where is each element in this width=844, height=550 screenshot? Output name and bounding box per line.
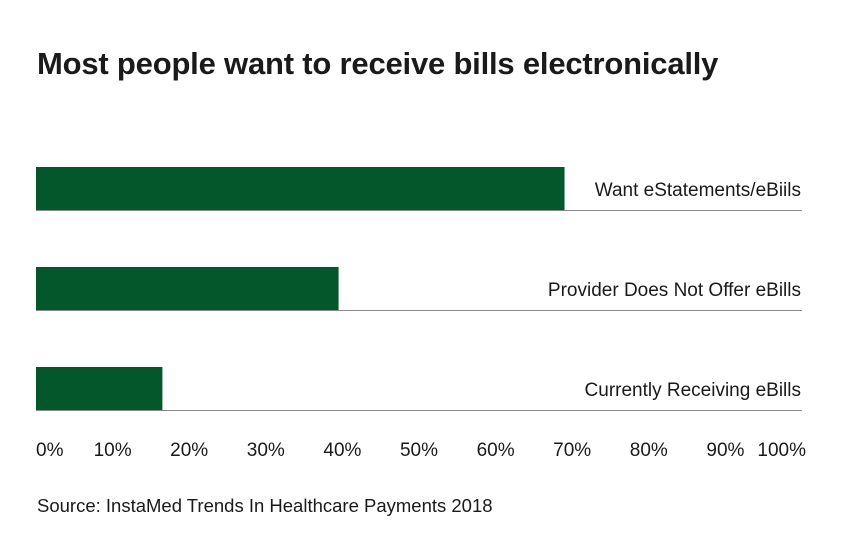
source-note: Source: InstaMed Trends In Healthcare Pa… [37, 495, 493, 516]
x-tick-label: 30% [247, 440, 285, 461]
x-tick-label: 100% [757, 440, 806, 461]
x-tick-label: 70% [553, 440, 591, 461]
bars-layer: Want eStatements/eBiils Provider Does Not… [36, 167, 802, 411]
x-tick-label: 80% [630, 440, 668, 461]
x-tick-label: 40% [323, 440, 361, 461]
category-label: Provider Does Not Offer eBills [548, 280, 801, 301]
x-tick-label: 50% [400, 440, 438, 461]
category-label: Currently Receiving eBills [585, 380, 801, 401]
x-axis-ticks: 0% 10% 20% 30% 40% 50% 60% 70% 80% 90% 100% [36, 440, 806, 461]
x-tick-label: 10% [94, 440, 132, 461]
x-tick-label: 60% [477, 440, 515, 461]
bar-1 [36, 167, 565, 210]
bar-3 [36, 367, 163, 410]
chart-title: Most people want to receive bills electr… [37, 46, 719, 81]
x-tick-label: 0% [36, 440, 64, 461]
bar-2 [36, 267, 339, 310]
x-tick-label: 20% [170, 440, 208, 461]
x-tick-label: 90% [706, 440, 744, 461]
category-label: Want eStatements/eBiils [595, 180, 801, 201]
bar-chart: Want eStatements/eBiils Provider Does Not… [36, 167, 806, 461]
